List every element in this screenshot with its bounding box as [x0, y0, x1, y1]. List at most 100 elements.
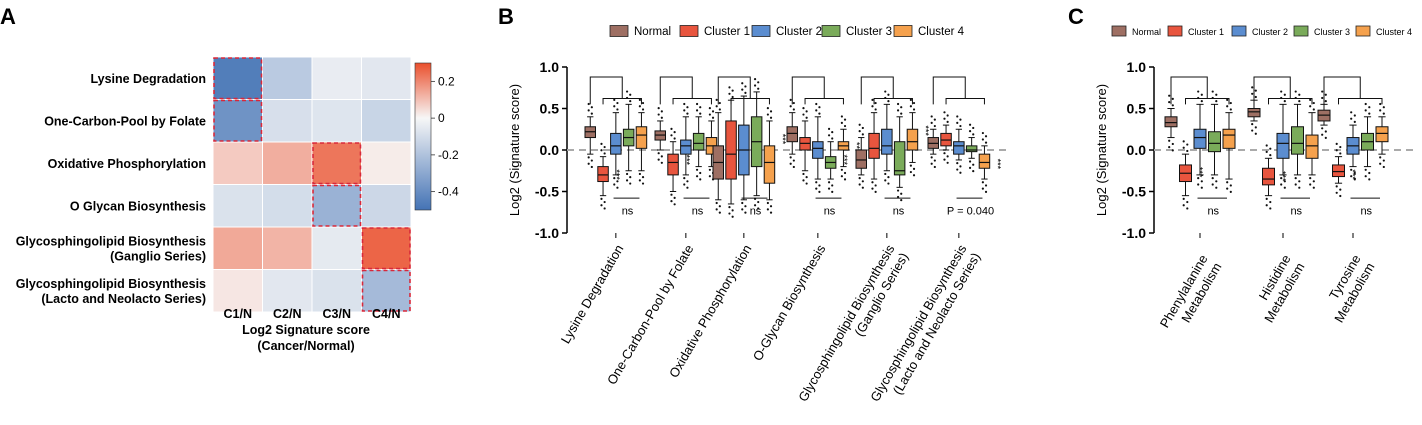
outlier-point: [1182, 146, 1185, 149]
outlier-point: [1298, 100, 1301, 103]
annotation: ns: [1290, 206, 1302, 218]
outlier-point: [629, 93, 632, 96]
outlier-point: [871, 105, 874, 108]
outlier-point: [984, 190, 988, 193]
outlier-point: [1298, 186, 1301, 189]
significance-stars: ***: [993, 159, 1003, 170]
box: [881, 128, 893, 155]
outlier-point: [1364, 168, 1367, 171]
outlier-point: [827, 127, 831, 130]
outlier-point: [1353, 114, 1356, 117]
outlier-point: [984, 135, 988, 138]
outlier-point: [884, 179, 887, 182]
highlight-box: [312, 142, 362, 185]
outlier-point: [943, 152, 946, 155]
outlier-point: [603, 207, 606, 210]
outlier-point: [1226, 105, 1229, 108]
outlier-point: [1312, 101, 1315, 105]
outlier-point: [1339, 152, 1342, 155]
outlier-point: [981, 131, 984, 135]
outlier-point: [625, 179, 629, 182]
outlier-point: [884, 90, 887, 93]
outlier-point: [1335, 142, 1338, 145]
outlier-point: [871, 187, 874, 190]
outlier-point: [831, 190, 834, 193]
outlier-point: [831, 184, 834, 187]
box: [965, 145, 978, 153]
outlier-point: [1226, 181, 1229, 184]
outlier-point: [896, 109, 900, 112]
highlight-box: [312, 184, 362, 227]
outlier-point: [699, 178, 702, 181]
outlier-point: [818, 106, 821, 109]
heatmap-cell: [311, 141, 362, 185]
outlier-point: [741, 88, 744, 91]
heatmap-col-label: C3/N: [323, 307, 351, 321]
outlier-point: [660, 155, 663, 158]
outlier-point: [815, 102, 818, 106]
outlier-point: [956, 115, 959, 118]
outlier-point: [587, 109, 590, 112]
outlier-point: [641, 182, 645, 185]
outlier-point: [1265, 197, 1268, 200]
outlier-point: [1197, 90, 1200, 93]
outlier-point: [818, 112, 821, 115]
outlier-point: [1350, 175, 1353, 178]
heatmap-cell: [311, 184, 362, 228]
outlier-point: [657, 107, 660, 110]
box: [1375, 126, 1389, 143]
outlier-point: [1350, 117, 1353, 120]
outlier-point: [1339, 145, 1342, 149]
outlier-point: [753, 84, 757, 87]
annotation: ns: [824, 206, 836, 218]
outlier-point: [1294, 183, 1297, 186]
outlier-point: [708, 107, 711, 110]
heatmap-col-label: C1/N: [224, 307, 252, 321]
box: [1164, 116, 1178, 128]
outlier-point: [1324, 130, 1327, 133]
outlier-point: [789, 105, 792, 108]
outlier-point: [1309, 105, 1312, 108]
outlier-point: [699, 112, 702, 115]
outlier-point: [757, 81, 760, 84]
outlier-point: [874, 184, 877, 187]
outlier-point: [933, 124, 936, 128]
annotation: P = 0.040: [947, 206, 994, 218]
outlier-point: [718, 108, 721, 111]
outlier-point: [959, 171, 962, 174]
outlier-point: [1379, 102, 1382, 106]
outlier-point: [657, 158, 660, 161]
comparison-bracket: [1185, 98, 1230, 105]
outlier-point: [887, 93, 890, 96]
outlier-point: [1251, 92, 1254, 95]
heatmap-cell: [311, 269, 362, 313]
outlier-point: [972, 133, 975, 136]
outlier-point: [1312, 180, 1315, 183]
outlier-point: [603, 200, 606, 204]
outlier-point: [1215, 180, 1218, 183]
category-label: Lysine Degradation: [558, 242, 627, 346]
outlier-point: [625, 172, 629, 176]
outlier-point: [708, 113, 711, 116]
outlier-point: [802, 107, 805, 110]
outlier-point: [1324, 93, 1327, 96]
outlier-point: [1265, 204, 1268, 207]
outlier-point: [1321, 90, 1324, 93]
heatmap-cell: [212, 269, 263, 313]
outlier-point: [1353, 171, 1356, 175]
outlier-point: [861, 133, 864, 136]
outlier-point: [641, 176, 645, 179]
outlier-point: [686, 186, 689, 189]
outlier-point: [930, 162, 933, 165]
outlier-point: [616, 180, 619, 183]
outlier-point: [871, 98, 874, 101]
outlier-point: [792, 159, 795, 162]
outlier-point: [1309, 177, 1312, 180]
outlier-point: [1321, 96, 1324, 100]
outlier-point: [792, 165, 795, 169]
comparison-bracket: [589, 76, 623, 105]
outlier-point: [943, 117, 946, 120]
significance-stars: ***: [1278, 171, 1288, 182]
outlier-point: [1265, 150, 1268, 153]
comparison-bracket: [1170, 76, 1208, 105]
